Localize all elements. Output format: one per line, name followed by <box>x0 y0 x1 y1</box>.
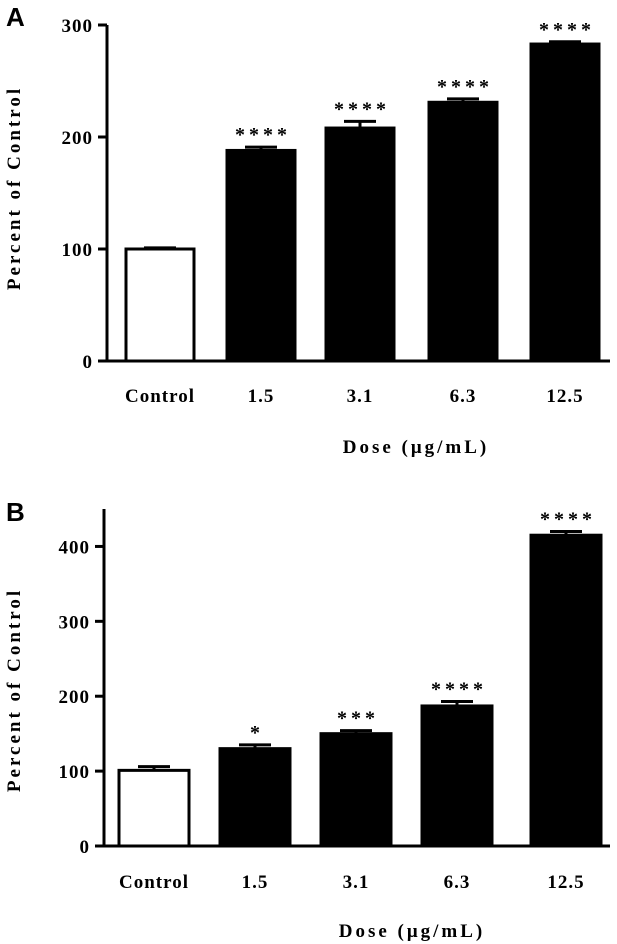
panel-b-y-tick-label: 300 <box>59 612 91 633</box>
panel-a-plot: 0 100 200 300 Control **** 1.5 **** 3.1 **** 6.3 **… <box>62 16 610 407</box>
panel-a-y-tick-label: 300 <box>62 16 94 37</box>
panel-a-letter: A <box>6 2 25 32</box>
panel-b-significance-label: **** <box>540 508 596 530</box>
panel-b-bar-3-1 <box>319 732 393 848</box>
panel-b-x-tick-label: Control <box>119 872 189 893</box>
panel-b-bar-control <box>117 768 191 848</box>
panel-a-bar-6-3 <box>427 100 499 363</box>
panel-b-letter: B <box>6 497 25 527</box>
panel-b-y-axis-title: Percent of Control <box>4 588 25 792</box>
panel-a-significance-label: **** <box>437 76 493 98</box>
panel-b-y-tick-label: 200 <box>59 687 91 708</box>
panel-b-bar-12-5 <box>529 533 603 848</box>
panel-a-significance-label: **** <box>334 98 390 120</box>
panel-b-significance-label: **** <box>431 678 487 700</box>
panel-a: A 0 100 200 300 Control **** 1.5 **** 3.1 **** 6.3… <box>4 2 610 458</box>
panel-b-x-tick-label: 1.5 <box>242 872 269 893</box>
panel-a-x-tick-label: Control <box>125 386 195 407</box>
panel-a-y-tick-label: 200 <box>62 128 94 149</box>
panel-a-y-tick-label: 0 <box>83 352 94 373</box>
panel-b-significance-label: *** <box>337 708 379 730</box>
panel-a-x-tick-label: 3.1 <box>347 386 374 407</box>
panel-a-x-tick-label: 12.5 <box>546 386 583 407</box>
panel-b-plot: 0 100 200 300 400 Control * 1.5 *** 3.1 **** 6.3 ***… <box>59 508 610 893</box>
panel-b-y-tick-label: 0 <box>80 837 91 858</box>
panel-a-significance-label: **** <box>235 124 291 146</box>
panel-a-x-axis-title: Dose (μg/mL) <box>343 437 490 458</box>
panel-a-x-tick-label: 1.5 <box>248 386 275 407</box>
panel-a-x-tick-label: 6.3 <box>450 386 477 407</box>
panel-a-significance-label: **** <box>539 19 595 41</box>
panel-a-bar-12-5 <box>529 42 601 363</box>
panel-a-bar-1-5 <box>225 148 297 363</box>
panel-b-bar-6-3 <box>420 704 494 848</box>
panel-b-y-tick-label: 400 <box>59 537 91 558</box>
panel-a-bar-3-1 <box>324 126 396 363</box>
panel-b: B 0 100 200 300 400 Control * 1.5 *** 3.1 **** 6.3 *… <box>4 497 610 942</box>
panel-b-x-tick-label: 3.1 <box>343 872 370 893</box>
panel-b-x-axis-title: Dose (μg/mL) <box>339 921 486 942</box>
panel-a-bar-control <box>124 247 196 363</box>
panel-b-significance-label: * <box>250 722 264 744</box>
panel-b-bar-1-5 <box>218 747 292 848</box>
panel-a-y-tick-label: 100 <box>62 240 94 261</box>
panel-b-y-tick-label: 100 <box>59 762 91 783</box>
panel-b-x-tick-label: 6.3 <box>444 872 471 893</box>
panel-a-y-axis-title: Percent of Control <box>4 86 25 290</box>
panel-b-x-tick-label: 12.5 <box>547 872 584 893</box>
